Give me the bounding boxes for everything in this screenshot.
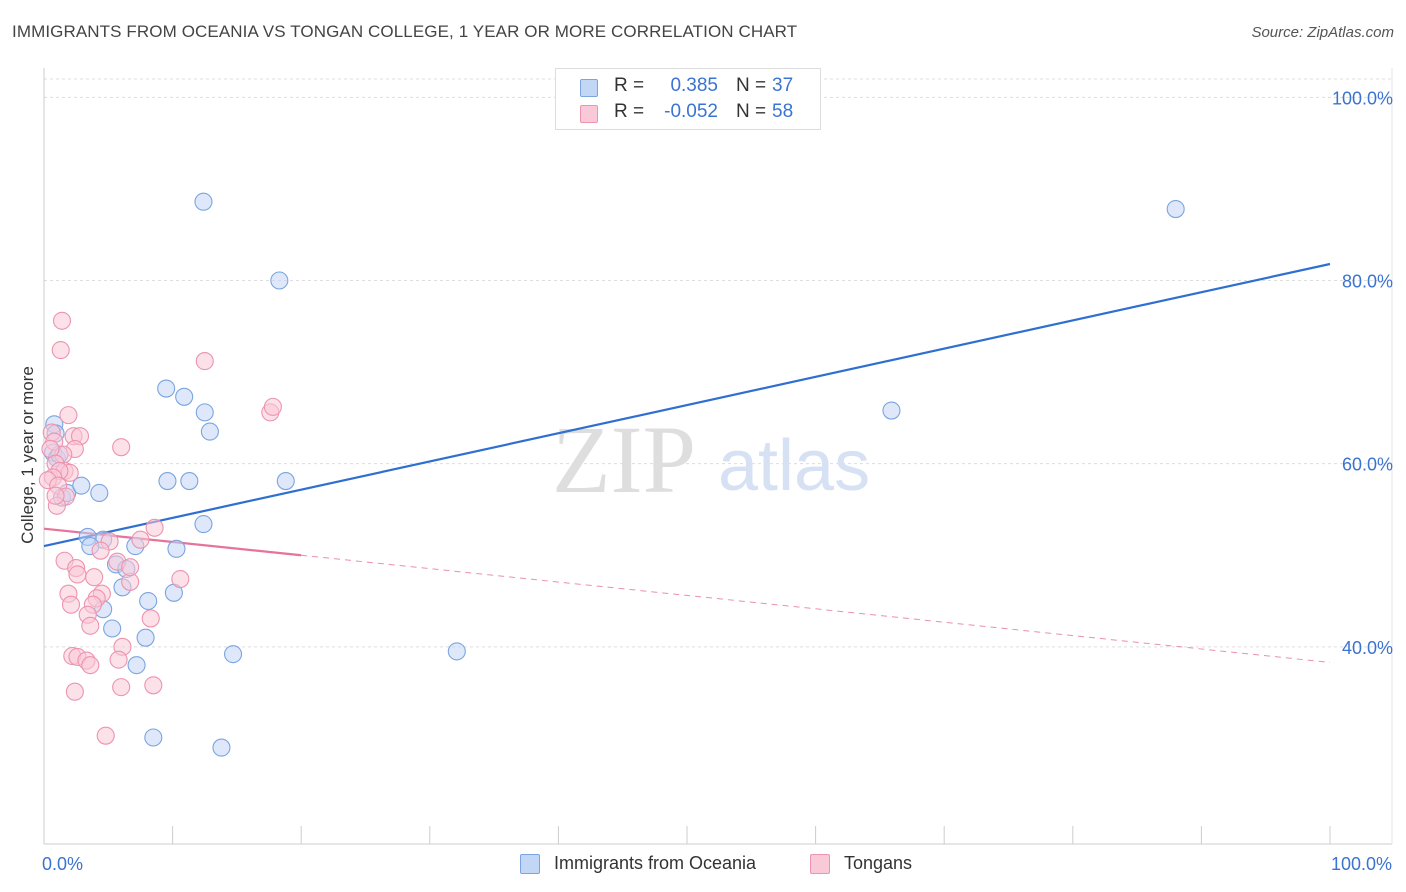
tick-labels: 0.0% 100.0% 40.0% 60.0% 80.0% 100.0% — [42, 88, 1393, 874]
legend-swatch-tongans — [810, 854, 830, 874]
point-tongans — [144, 676, 163, 695]
point-oceania — [180, 472, 199, 491]
stats-n-value: 37 — [772, 75, 794, 96]
point-tongans — [145, 518, 164, 537]
point-oceania — [90, 483, 109, 503]
y-tick-label: 60.0% — [1342, 455, 1393, 475]
stats-swatch-oceania — [580, 79, 598, 97]
point-oceania — [136, 628, 155, 647]
point-tongans — [91, 541, 110, 560]
point-oceania — [270, 271, 289, 290]
point-oceania — [1166, 200, 1185, 219]
point-tongans — [141, 609, 160, 628]
stats-r-value: 0.385 — [670, 75, 718, 96]
point-oceania — [882, 401, 901, 420]
point-tongans — [131, 530, 150, 549]
point-tongans — [121, 558, 140, 577]
point-oceania — [139, 591, 158, 611]
point-tongans — [61, 595, 81, 614]
legend: Immigrants from Oceania Tongans — [0, 852, 1406, 876]
watermark-zip: ZIP — [552, 406, 696, 513]
point-oceania — [157, 379, 176, 398]
point-tongans — [195, 352, 214, 371]
trend-line-tongans-extrapolated — [301, 554, 1331, 663]
chart-title: IMMIGRANTS FROM OCEANIA VS TONGAN COLLEG… — [12, 22, 798, 41]
stats-swatch-tongans — [580, 105, 598, 123]
point-oceania — [127, 656, 146, 675]
stats-box: R = 0.385 N = 37 R = -0.052 N = 58 — [555, 68, 821, 130]
y-tick-label: 80.0% — [1342, 271, 1393, 291]
point-oceania — [447, 642, 466, 661]
stats-n-label: N = — [736, 75, 767, 96]
point-tongans — [68, 565, 87, 584]
point-tongans — [109, 650, 128, 669]
point-tongans — [81, 616, 100, 635]
grid-layer — [44, 78, 1392, 648]
point-oceania — [276, 472, 295, 491]
point-tongans — [59, 406, 78, 425]
stats-r-value: -0.052 — [664, 101, 718, 122]
stats-r-label: R = — [614, 75, 645, 96]
data-points — [38, 192, 1185, 757]
stats-n-label: N = — [736, 101, 767, 122]
y-tick-label: 100.0% — [1332, 88, 1393, 108]
point-oceania — [194, 192, 213, 211]
point-tongans — [263, 397, 282, 416]
legend-swatch-oceania — [520, 854, 540, 874]
point-tongans — [112, 438, 131, 457]
point-tongans — [46, 486, 65, 505]
point-oceania — [194, 515, 213, 534]
point-oceania — [167, 539, 186, 558]
point-oceania — [144, 728, 163, 747]
point-oceania — [72, 476, 91, 495]
point-tongans — [112, 678, 131, 697]
stats-r-label: R = — [614, 101, 645, 122]
x-tick-label: 100.0% — [1331, 854, 1392, 874]
point-oceania — [223, 645, 243, 664]
point-oceania — [158, 472, 177, 491]
point-oceania — [212, 738, 231, 757]
watermark: ZIP atlas — [552, 406, 870, 513]
point-oceania — [200, 422, 219, 441]
point-tongans — [85, 568, 104, 587]
point-tongans — [51, 341, 70, 360]
source-label: Source: ZipAtlas.com — [1251, 24, 1394, 41]
legend-label-tongans: Tongans — [844, 853, 913, 873]
trend-line-oceania — [43, 262, 1331, 548]
point-tongans — [52, 311, 72, 330]
point-oceania — [103, 619, 122, 638]
legend-label-oceania: Immigrants from Oceania — [554, 853, 757, 873]
y-tick-label: 40.0% — [1342, 638, 1393, 658]
point-tongans — [65, 682, 84, 701]
watermark-atlas: atlas — [718, 426, 870, 506]
point-tongans — [171, 570, 190, 589]
x-tick-label: 0.0% — [42, 854, 83, 874]
point-oceania — [175, 387, 194, 406]
point-oceania — [195, 403, 214, 422]
point-tongans — [81, 656, 100, 675]
axes — [43, 68, 1393, 845]
stats-n-value: 58 — [772, 101, 794, 122]
point-tongans — [96, 726, 115, 745]
